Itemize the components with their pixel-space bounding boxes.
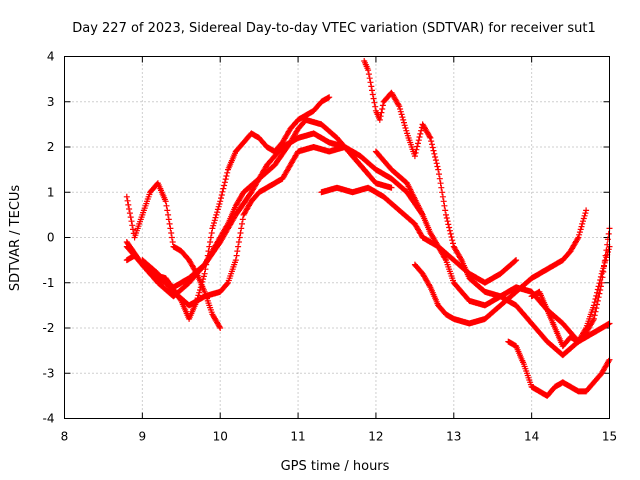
series-track-6 bbox=[318, 184, 520, 286]
x-axis-label: GPS time / hours bbox=[281, 459, 390, 474]
series-track-5 bbox=[139, 144, 426, 309]
y-axis-label: SDTVAR / TECUs bbox=[8, 185, 23, 292]
y-tick-label: -1 bbox=[43, 276, 55, 290]
x-tick-label: 14 bbox=[524, 430, 539, 444]
series-track-8 bbox=[372, 148, 613, 345]
y-tick-label: 3 bbox=[47, 95, 55, 109]
x-tick-label: 9 bbox=[139, 430, 147, 444]
chart-title: Day 227 of 2023, Sidereal Day-to-day VTE… bbox=[72, 21, 596, 36]
data-point-markers bbox=[505, 338, 613, 399]
series-track-11 bbox=[528, 288, 613, 350]
series-track-4 bbox=[123, 130, 395, 300]
data-points bbox=[123, 58, 613, 399]
data-point-markers bbox=[123, 130, 395, 300]
data-point-markers bbox=[372, 148, 613, 345]
data-point-markers bbox=[123, 180, 224, 331]
series-track-1 bbox=[123, 180, 224, 331]
y-tick-label: 2 bbox=[47, 140, 55, 154]
data-point-markers bbox=[411, 207, 590, 327]
y-tick-label: 1 bbox=[47, 185, 55, 199]
data-point-markers bbox=[139, 144, 426, 309]
y-tick-label: -4 bbox=[43, 412, 55, 426]
data-point-markers bbox=[318, 184, 520, 286]
y-tick-label: 4 bbox=[47, 50, 55, 64]
plot-frame bbox=[64, 56, 610, 419]
x-tick-label: 15 bbox=[602, 430, 617, 444]
x-tick-label: 11 bbox=[290, 430, 305, 444]
series-track-9 bbox=[411, 207, 590, 327]
y-tick-label: -2 bbox=[43, 321, 55, 335]
x-tick-label: 12 bbox=[368, 430, 383, 444]
x-tick-label: 13 bbox=[446, 430, 461, 444]
y-tick-label: 0 bbox=[47, 231, 55, 245]
y-tick-label: -3 bbox=[43, 366, 55, 380]
series-track-10 bbox=[505, 338, 613, 399]
x-tick-label: 10 bbox=[213, 430, 228, 444]
x-tick-label: 8 bbox=[61, 430, 69, 444]
data-point-markers bbox=[528, 288, 613, 350]
